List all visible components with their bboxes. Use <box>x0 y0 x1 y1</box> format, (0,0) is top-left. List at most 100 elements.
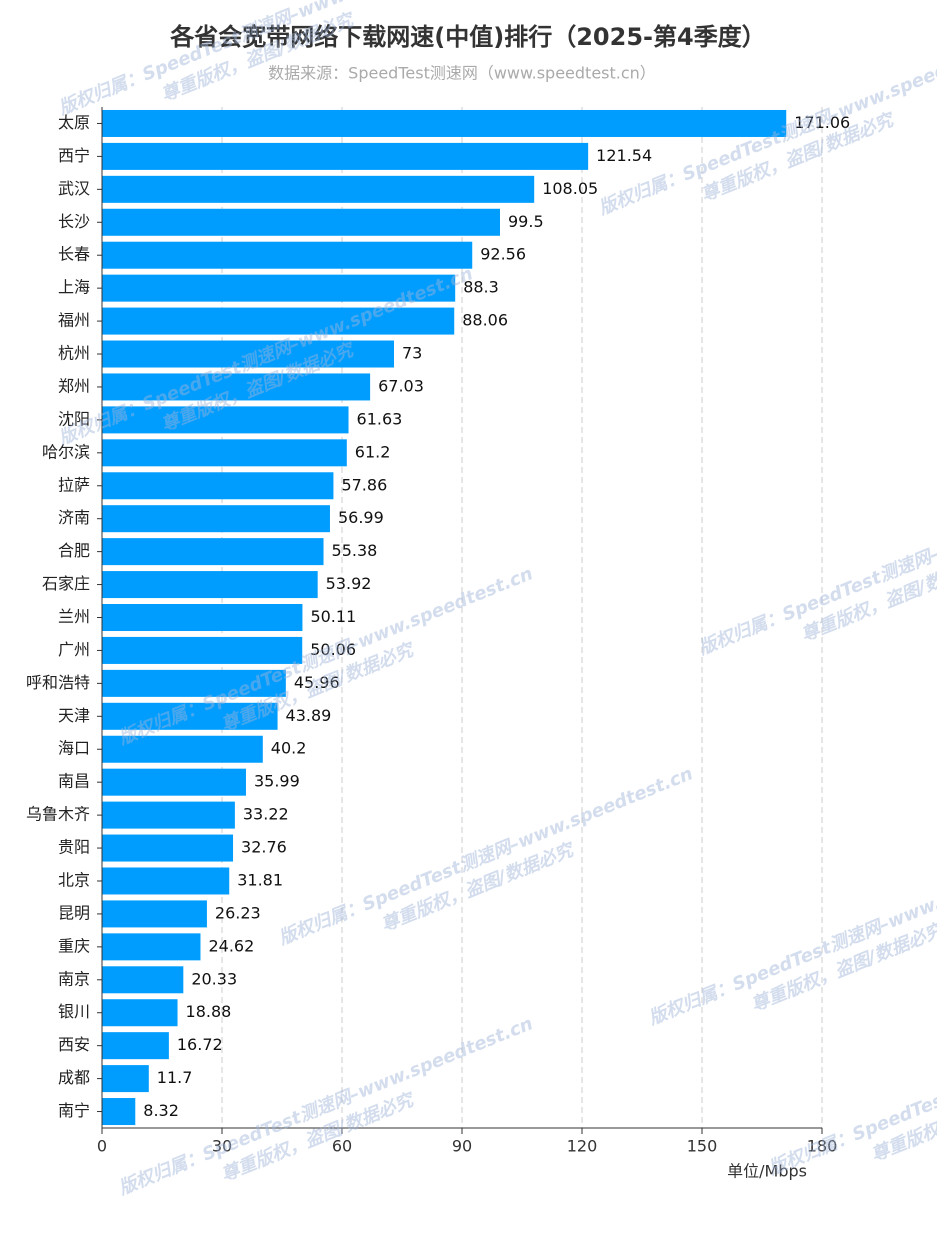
data-label: 35.99 <box>254 772 300 791</box>
watermark: 版权归属：SpeedTest测速网–www.speedtest.cn尊重版权，盗… <box>695 473 937 659</box>
bar <box>102 439 347 467</box>
bar <box>102 900 207 928</box>
watermark: 版权归属：SpeedTest测速网–www.speedtest.cn尊重版权，盗… <box>765 993 937 1179</box>
bar <box>102 571 318 599</box>
bar <box>102 933 201 961</box>
bar <box>102 604 303 631</box>
data-label: 26.23 <box>215 903 261 922</box>
data-label: 57.86 <box>341 475 387 494</box>
y-tick-label: 武汉 <box>58 179 90 198</box>
y-tick-label: 哈尔滨 <box>42 442 90 461</box>
y-tick-label: 贵阳 <box>58 838 90 857</box>
bar <box>102 669 286 697</box>
y-tick-label: 合肥 <box>58 541 90 560</box>
y-tick-label: 昆明 <box>58 903 90 922</box>
y-tick-label: 杭州 <box>58 344 90 363</box>
x-tick-label: 120 <box>567 1137 598 1156</box>
y-tick-label: 上海 <box>58 278 90 297</box>
chart-subtitle: 数据来源：SpeedTest测速网（www.speedtest.cn） <box>268 64 656 83</box>
data-label: 88.3 <box>463 278 499 297</box>
watermark: 版权归属：SpeedTest测速网–www.speedtest.cn尊重版权，盗… <box>645 843 937 1029</box>
y-tick-label: 济南 <box>58 508 90 527</box>
bar <box>102 966 184 994</box>
bar <box>102 735 263 763</box>
data-label: 108.05 <box>542 179 598 198</box>
data-label: 73 <box>402 344 422 363</box>
watermark-text: 版权归属：SpeedTest测速网–www.speedtest.cn <box>275 763 696 949</box>
y-tick-label: 石家庄 <box>42 574 90 593</box>
y-tick-label: 兰州 <box>58 607 90 626</box>
y-tick-label: 南京 <box>58 969 90 988</box>
bar <box>102 307 455 335</box>
watermark: 版权归属：SpeedTest测速网–www.speedtest.cn尊重版权，盗… <box>275 763 696 949</box>
y-tick-label: 长沙 <box>58 212 90 231</box>
chart-title: 各省会宽带网络下载网速(中值)排行（2025-第4季度） <box>169 23 765 51</box>
bar <box>102 702 278 730</box>
y-tick-label: 呼和浩特 <box>26 673 90 692</box>
y-tick-label: 北京 <box>58 870 90 889</box>
y-tick-label: 西安 <box>58 1035 90 1054</box>
data-label: 31.81 <box>237 870 283 889</box>
y-tick-label: 南昌 <box>58 772 90 791</box>
data-label: 50.06 <box>310 640 356 659</box>
bar <box>102 175 535 203</box>
y-tick-label: 天津 <box>58 706 90 725</box>
y-tick-label: 沈阳 <box>58 409 90 428</box>
data-label: 50.11 <box>310 607 356 626</box>
data-label: 33.22 <box>243 805 289 824</box>
bar <box>102 472 334 500</box>
bar <box>102 538 324 566</box>
y-tick-label: 郑州 <box>58 376 90 395</box>
bar <box>102 768 246 796</box>
bar <box>102 208 500 236</box>
y-tick-label: 成都 <box>58 1068 90 1087</box>
bar <box>102 274 456 302</box>
bar <box>102 867 230 895</box>
data-label: 24.62 <box>208 936 254 955</box>
data-label: 11.7 <box>157 1068 193 1087</box>
data-label: 61.63 <box>357 409 403 428</box>
y-tick-label: 太原 <box>58 113 90 132</box>
data-label: 56.99 <box>338 508 384 527</box>
data-label: 8.32 <box>143 1101 179 1120</box>
data-label: 18.88 <box>186 1002 232 1021</box>
y-tick-label: 福州 <box>58 311 90 330</box>
data-label: 99.5 <box>508 212 544 231</box>
y-tick-label: 广州 <box>58 640 90 659</box>
data-label: 92.56 <box>480 245 526 264</box>
y-tick-label: 长春 <box>58 245 90 264</box>
data-label: 45.96 <box>294 673 340 692</box>
bar <box>102 109 787 137</box>
y-tick-label: 银川 <box>58 1002 90 1021</box>
bar <box>102 241 473 269</box>
data-label: 67.03 <box>378 376 424 395</box>
x-tick-label: 30 <box>212 1137 232 1156</box>
bar <box>102 373 371 401</box>
x-tick-label: 90 <box>452 1137 472 1156</box>
y-tick-label: 乌鲁木齐 <box>26 805 90 824</box>
data-label: 121.54 <box>596 146 652 165</box>
x-tick-label: 180 <box>807 1137 838 1156</box>
bar <box>102 801 235 829</box>
bar <box>102 834 234 862</box>
x-tick-label: 150 <box>687 1137 718 1156</box>
bar <box>102 1065 149 1093</box>
x-tick-label: 60 <box>332 1137 352 1156</box>
y-tick-label: 西宁 <box>58 146 90 165</box>
bar <box>102 340 394 368</box>
data-label: 16.72 <box>177 1035 223 1054</box>
x-tick-label: 0 <box>97 1137 107 1156</box>
data-label: 88.06 <box>462 311 508 330</box>
data-label: 55.38 <box>332 541 378 560</box>
data-label: 171.06 <box>794 113 850 132</box>
y-tick-label: 南宁 <box>58 1101 90 1120</box>
y-tick-label: 海口 <box>58 739 90 758</box>
data-label: 32.76 <box>241 838 287 857</box>
data-label: 40.2 <box>271 739 307 758</box>
bar <box>102 406 349 434</box>
data-label: 53.92 <box>326 574 372 593</box>
x-axis-label: 单位/Mbps <box>727 1162 807 1181</box>
bar <box>102 1032 169 1060</box>
data-label: 61.2 <box>355 442 391 461</box>
y-tick-label: 拉萨 <box>58 475 90 494</box>
